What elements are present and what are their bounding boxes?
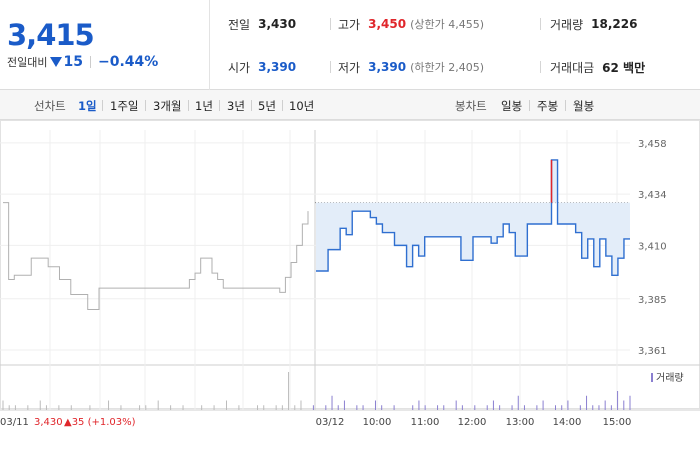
x-tick-label: 15:00 [603,417,632,428]
divider [282,100,283,111]
x-tick-label: 12:00 [458,417,487,428]
tab-1w[interactable]: 1주일 [110,99,139,113]
tab-3m[interactable]: 3개월 [153,99,182,113]
change-value: 15 [63,54,83,70]
chart-svg: 3,458 3,434 3,410 3,385 3,361 거래량 03/11 3,430 ▲3… [0,120,700,428]
prev-day-change: ▲35 (+1.03%) [64,417,136,428]
divider [89,56,91,68]
divider [251,100,252,111]
divider [145,100,146,111]
today-line [316,159,630,276]
stat-high: 고가 3,450 (상한가 4,455) [338,17,484,32]
divider [540,61,541,73]
y-tick-label: 3,361 [638,346,667,357]
prev-day-label: 03/11 [0,417,29,428]
x-tick-label: 14:00 [553,417,582,428]
stat-open: 시가 3,390 [228,60,297,75]
stat-amount: 거래대금 62 백만 [550,60,646,75]
tab-1d[interactable]: 1일 [78,99,97,113]
divider [330,18,331,30]
x-tick-label: 11:00 [411,417,440,428]
change-label: 전일대비 [7,56,48,69]
volume-legend-label: 거래량 [656,372,684,384]
x-tick-label: 03/12 [316,417,345,428]
tab-daily[interactable]: 일봉 [501,99,523,113]
quote-summary: 3,415 전일대비 15 −0.44% 전일 3,430 고가 3,450 (… [0,0,700,90]
y-tick-label: 3,434 [638,190,667,201]
y-tick-label: 3,385 [638,295,667,306]
stat-low: 저가 3,390 (하한가 2,405) [338,60,484,75]
prev-day-close: 3,430 [34,417,63,428]
divider [565,100,566,111]
divider [540,18,541,30]
change-percent: −0.44% [97,54,159,70]
down-triangle-icon [50,57,63,67]
divider [219,100,220,111]
divider [102,100,103,111]
change-row: 전일대비 15 −0.44% [7,54,158,70]
price-chart: 3,458 3,434 3,410 3,385 3,361 거래량 03/11 3,430 ▲3… [0,120,700,450]
stat-prev-close: 전일 3,430 [228,17,297,32]
candle-chart-title: 봉차트 [455,99,487,113]
tab-5y[interactable]: 5년 [258,99,276,113]
tab-weekly[interactable]: 주봉 [537,99,559,113]
divider [529,100,530,111]
divider [330,61,331,73]
price-box: 3,415 전일대비 15 −0.44% [0,0,210,90]
line-chart-title: 선차트 [34,99,66,113]
stat-volume: 거래량 18,226 [550,17,638,32]
tab-1y[interactable]: 1년 [195,99,213,113]
y-tick-label: 3,410 [638,241,667,252]
prev-day-line [3,202,309,310]
volume-legend-icon [651,373,653,382]
x-tick-label: 10:00 [363,417,392,428]
y-tick-label: 3,458 [638,139,667,150]
divider [188,100,189,111]
tab-3y[interactable]: 3년 [227,99,245,113]
x-tick-label: 13:00 [506,417,535,428]
period-bar: 선차트 1일 1주일 3개월 1년 3년 5년 10년 봉차트 일봉 주봉 월봉 [0,90,700,120]
tab-10y[interactable]: 10년 [289,99,315,113]
current-price: 3,415 [7,18,95,52]
tab-monthly[interactable]: 월봉 [573,99,595,113]
